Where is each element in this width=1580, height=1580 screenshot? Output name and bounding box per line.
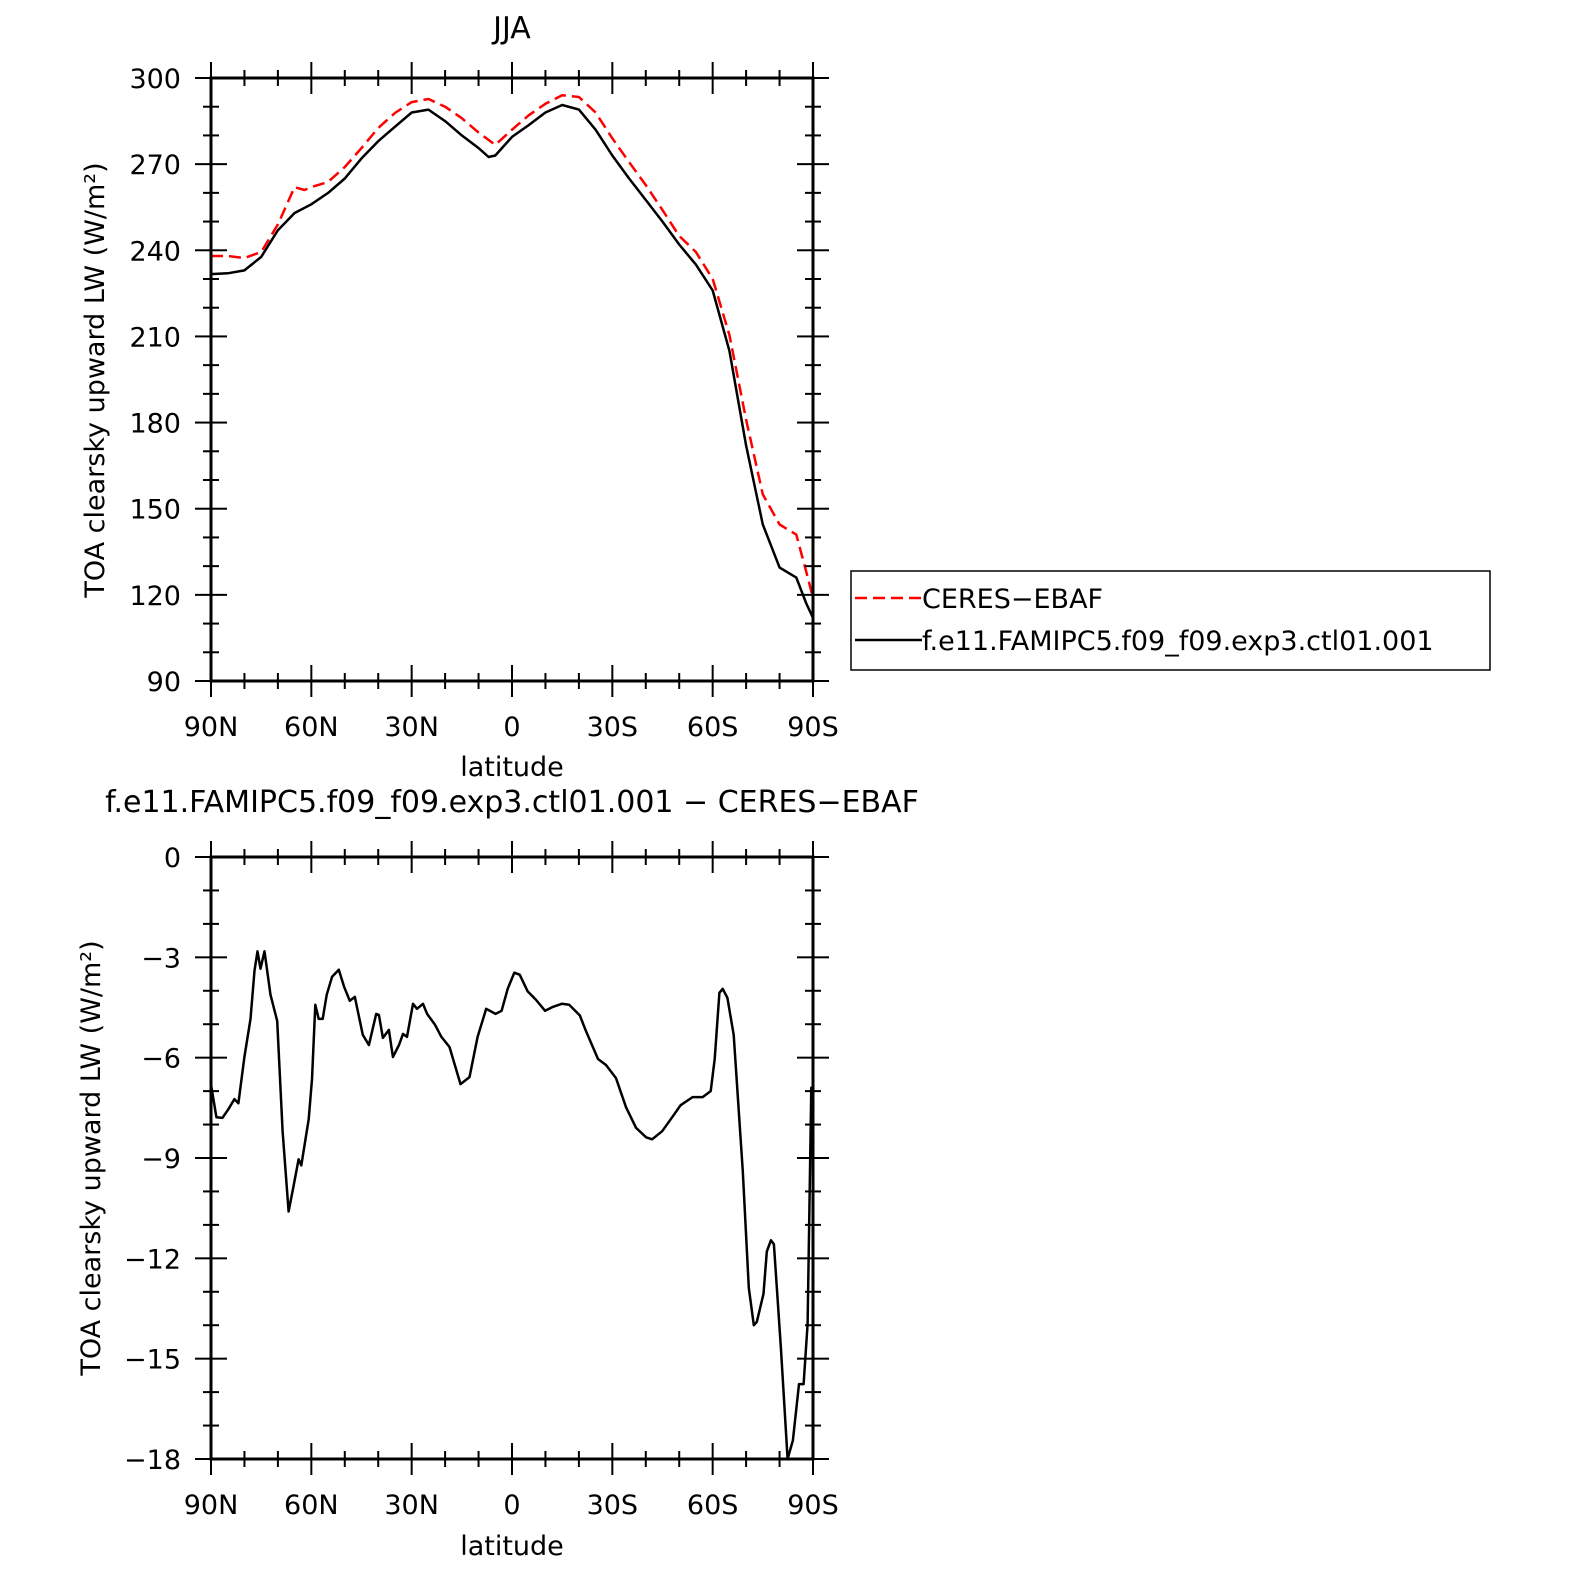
y-tick-label: −6 bbox=[141, 1044, 181, 1075]
bottom-panel: f.e11.FAMIPC5.f09_f09.exp3.ctl01.001 − C… bbox=[76, 785, 919, 1562]
y-tick-label: 150 bbox=[129, 495, 181, 526]
y-axis-label: TOA clearsky upward LW (W/m²) bbox=[80, 162, 111, 598]
y-tick-label: 120 bbox=[129, 581, 181, 612]
x-tick-label: 60N bbox=[284, 712, 339, 743]
x-tick-label: 90N bbox=[184, 712, 239, 743]
y-tick-label: 210 bbox=[129, 322, 181, 353]
series-line-0 bbox=[211, 93, 815, 599]
x-tick-label: 60S bbox=[687, 1490, 739, 1521]
legend-label-ceres: CERES−EBAF bbox=[922, 584, 1103, 615]
y-tick-label: 0 bbox=[164, 843, 181, 874]
x-axis-label: latitude bbox=[460, 752, 564, 783]
y-tick-label: 240 bbox=[129, 236, 181, 267]
y-tick-label: −18 bbox=[124, 1445, 181, 1476]
x-tick-label: 90S bbox=[787, 712, 839, 743]
x-axis-label: latitude bbox=[460, 1531, 564, 1562]
y-tick-label: −9 bbox=[141, 1144, 181, 1175]
x-tick-label: 60S bbox=[687, 712, 739, 743]
y-axis-label: TOA clearsky upward LW (W/m²) bbox=[76, 940, 107, 1376]
plot-frame bbox=[209, 76, 815, 683]
x-tick-label: 90S bbox=[787, 1490, 839, 1521]
chart-title: f.e11.FAMIPC5.f09_f09.exp3.ctl01.001 − C… bbox=[105, 785, 919, 820]
y-tick-label: −3 bbox=[141, 943, 181, 974]
y-tick-label: 270 bbox=[129, 150, 181, 181]
x-tick-label: 0 bbox=[503, 1490, 520, 1521]
x-tick-label: 30S bbox=[587, 712, 639, 743]
series-line-0 bbox=[209, 950, 815, 1461]
y-tick-label: 300 bbox=[129, 64, 181, 95]
legend: CERES−EBAF f.e11.FAMIPC5.f09_f09.exp3.ct… bbox=[850, 570, 1491, 671]
x-tick-label: 30N bbox=[384, 1490, 439, 1521]
y-tick-label: 180 bbox=[129, 409, 181, 440]
top-panel: JJA latitude TOA clearsky upward LW (W/m… bbox=[80, 11, 839, 783]
y-tick-label: 90 bbox=[147, 667, 181, 698]
x-tick-label: 0 bbox=[503, 712, 520, 743]
chart-title: JJA bbox=[491, 11, 531, 46]
legend-box bbox=[850, 570, 1491, 671]
legend-label-model: f.e11.FAMIPC5.f09_f09.exp3.ctl01.001 bbox=[922, 626, 1434, 657]
x-tick-label: 90N bbox=[184, 1490, 239, 1521]
x-tick-label: 30N bbox=[384, 712, 439, 743]
y-tick-label: −15 bbox=[124, 1345, 181, 1376]
series-line-1 bbox=[210, 103, 815, 619]
y-tick-label: −12 bbox=[124, 1244, 181, 1275]
x-tick-label: 60N bbox=[284, 1490, 339, 1521]
x-tick-label: 30S bbox=[587, 1490, 639, 1521]
